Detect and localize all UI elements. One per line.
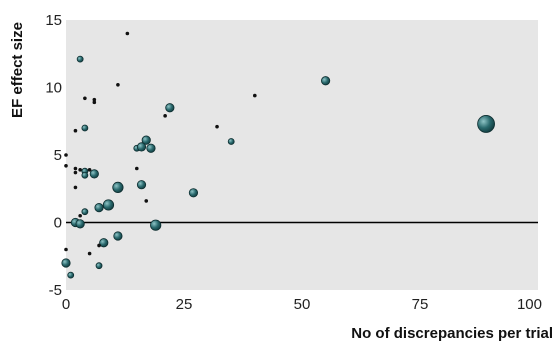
data-point xyxy=(99,238,109,248)
data-point xyxy=(76,55,84,63)
data-point xyxy=(253,93,257,98)
y-tick-label: 5 xyxy=(54,147,62,164)
y-tick-label: 10 xyxy=(45,80,62,97)
data-point xyxy=(94,203,104,213)
data-point xyxy=(102,199,115,211)
data-point xyxy=(320,76,331,86)
x-tick-label: 25 xyxy=(176,296,193,313)
data-point xyxy=(136,142,147,152)
plot-panel xyxy=(66,20,538,290)
data-point xyxy=(141,135,151,145)
x-axis-title: No of discrepancies per trial xyxy=(351,325,553,342)
data-point xyxy=(64,153,68,157)
data-point xyxy=(67,271,75,279)
data-point xyxy=(73,185,78,190)
data-point xyxy=(78,213,82,218)
data-point xyxy=(81,124,89,132)
data-point xyxy=(125,31,130,36)
data-point xyxy=(163,114,167,118)
x-tick-label: 50 xyxy=(294,296,311,313)
y-tick-label: -5 xyxy=(49,282,62,299)
data-point xyxy=(165,103,175,113)
data-point xyxy=(73,166,78,171)
data-point xyxy=(150,219,162,231)
data-point xyxy=(97,243,101,248)
data-point xyxy=(144,199,149,203)
data-point xyxy=(146,143,156,153)
y-axis-ticks: -5 0 5 10 15 xyxy=(45,12,62,299)
data-point xyxy=(87,251,92,256)
y-axis-title: EF effect size xyxy=(9,22,26,118)
data-point xyxy=(87,168,92,172)
y-tick-label: 15 xyxy=(45,12,62,29)
data-point xyxy=(73,128,78,133)
data-point xyxy=(64,164,68,168)
x-tick-label: 0 xyxy=(62,296,70,313)
data-point xyxy=(92,100,97,105)
data-point xyxy=(188,188,199,198)
data-point xyxy=(92,97,97,102)
data-point xyxy=(113,231,123,241)
data-point xyxy=(477,115,495,133)
data-point xyxy=(64,247,68,252)
data-point xyxy=(136,180,147,190)
data-points xyxy=(61,31,495,279)
data-point xyxy=(83,96,87,101)
data-point xyxy=(81,208,89,216)
data-point xyxy=(81,171,89,179)
x-axis-ticks: 0 25 50 75 100 xyxy=(62,296,542,313)
x-tick-label: 100 xyxy=(517,296,542,313)
data-point xyxy=(61,258,71,268)
x-tick-label: 75 xyxy=(412,296,429,313)
data-point xyxy=(75,219,85,229)
y-tick-label: 0 xyxy=(54,215,62,232)
data-point xyxy=(89,169,99,179)
data-point xyxy=(135,166,139,171)
data-point xyxy=(78,168,82,172)
data-point xyxy=(95,262,103,270)
data-point xyxy=(112,181,124,193)
data-point xyxy=(116,83,120,87)
data-point xyxy=(73,170,78,175)
data-point xyxy=(227,138,235,145)
data-point xyxy=(215,124,219,129)
